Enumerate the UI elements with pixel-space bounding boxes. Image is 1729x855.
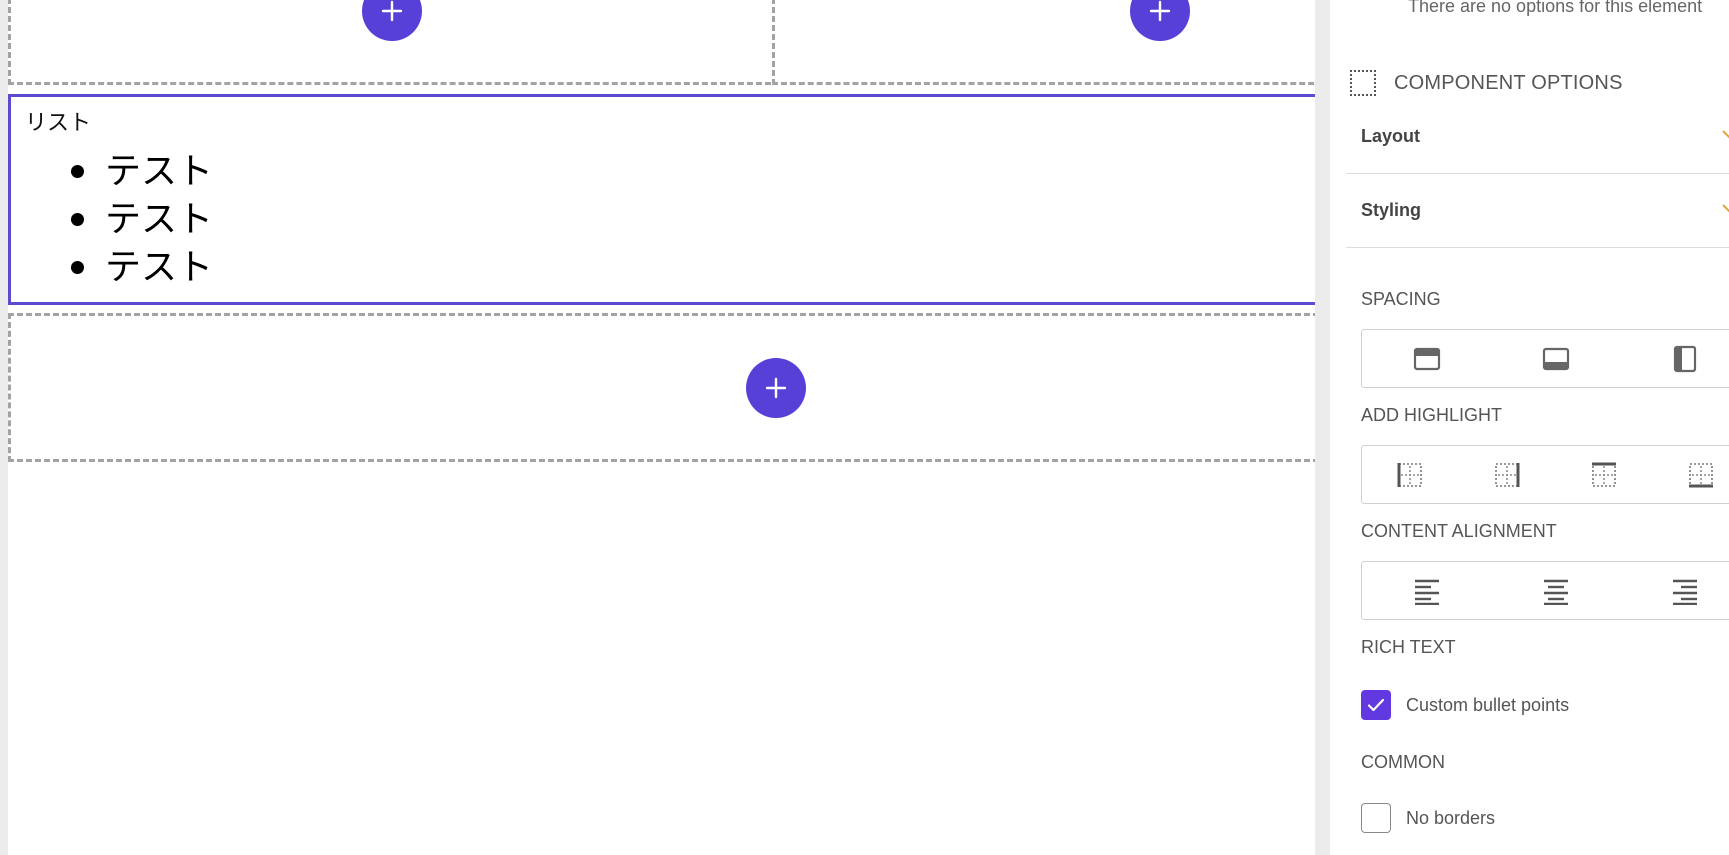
- align-right-icon: [1673, 579, 1697, 605]
- custom-bullet-points-label: Custom bullet points: [1406, 694, 1570, 715]
- list-item: テスト: [71, 197, 213, 245]
- list-item: テスト: [71, 245, 213, 293]
- align-left-icon: [1415, 579, 1439, 605]
- no-options-note: There are no options for this element: [1408, 0, 1703, 16]
- chevron-icon: [1722, 204, 1729, 213]
- no-borders-checkbox[interactable]: [1361, 803, 1391, 833]
- bullet-icon: [71, 165, 84, 178]
- editor-canvas: リスト テスト テスト テスト: [0, 0, 1315, 855]
- spacing-side-icon: [1673, 345, 1697, 372]
- options-panel: There are no options for this element CO…: [1330, 0, 1729, 855]
- accordion-styling[interactable]: Styling: [1346, 174, 1729, 248]
- bullet-icon: [71, 213, 84, 226]
- list-item-text: テスト: [105, 246, 214, 287]
- align-right-button[interactable]: [1670, 577, 1700, 605]
- content-alignment-label: CONTENT ALIGNMENT: [1361, 521, 1557, 541]
- highlight-right-icon: [1495, 462, 1520, 487]
- highlight-bottom-icon: [1689, 462, 1713, 487]
- chevron-icon: [1722, 130, 1729, 139]
- add-component-button[interactable]: [746, 358, 806, 418]
- plus-icon: [1149, 0, 1171, 22]
- checkmark-icon: [1367, 698, 1385, 712]
- highlight-right-button[interactable]: [1492, 461, 1522, 489]
- list-item-text: テスト: [105, 198, 214, 239]
- highlight-top-button[interactable]: [1589, 461, 1619, 489]
- spacing-label: SPACING: [1361, 289, 1441, 309]
- list-component-selected[interactable]: リスト テスト テスト テスト: [8, 94, 1315, 305]
- spacing-top-button[interactable]: [1412, 345, 1442, 373]
- alignment-button-group: [1361, 561, 1729, 620]
- list-title: リスト: [25, 110, 92, 135]
- list-item-text: テスト: [105, 150, 214, 191]
- plus-icon: [381, 0, 403, 22]
- highlight-top-icon: [1592, 462, 1616, 487]
- bullet-list: テスト テスト テスト: [71, 149, 213, 293]
- spacing-bottom-icon: [1542, 347, 1570, 370]
- dotted-square-icon: [1350, 70, 1376, 96]
- spacing-side-button[interactable]: [1670, 345, 1700, 373]
- no-borders-label: No borders: [1406, 807, 1496, 828]
- spacing-button-group: [1361, 329, 1729, 388]
- spacing-bottom-button[interactable]: [1541, 345, 1571, 373]
- custom-bullet-points-checkbox[interactable]: [1361, 690, 1391, 720]
- align-left-button[interactable]: [1412, 577, 1442, 605]
- canvas-edge: [0, 0, 8, 855]
- highlight-left-icon: [1397, 462, 1422, 487]
- accordion-layout[interactable]: Layout: [1346, 100, 1729, 174]
- accordion-layout-label: Layout: [1361, 126, 1421, 146]
- list-item: テスト: [71, 149, 213, 197]
- drop-zone-top-right[interactable]: [772, 0, 1315, 85]
- no-borders-option[interactable]: No borders: [1361, 803, 1495, 833]
- component-options-label: COMPONENT OPTIONS: [1394, 71, 1623, 94]
- add-highlight-label: ADD HIGHLIGHT: [1361, 405, 1503, 425]
- custom-bullet-points-option[interactable]: Custom bullet points: [1361, 690, 1569, 720]
- common-label: COMMON: [1361, 752, 1445, 772]
- plus-icon: [765, 377, 787, 399]
- highlight-left-button[interactable]: [1395, 461, 1425, 489]
- accordion-styling-label: Styling: [1361, 200, 1422, 220]
- rich-text-label: RICH TEXT: [1361, 637, 1456, 657]
- panel-divider: [1315, 0, 1330, 855]
- spacing-top-icon: [1413, 347, 1441, 370]
- highlight-button-group: [1361, 445, 1729, 504]
- drop-zone-bottom[interactable]: [8, 313, 1315, 462]
- bullet-icon: [71, 261, 84, 274]
- highlight-bottom-button[interactable]: [1686, 461, 1716, 489]
- align-center-button[interactable]: [1541, 577, 1571, 605]
- align-center-icon: [1544, 579, 1568, 605]
- component-options-header: COMPONENT OPTIONS: [1350, 70, 1623, 96]
